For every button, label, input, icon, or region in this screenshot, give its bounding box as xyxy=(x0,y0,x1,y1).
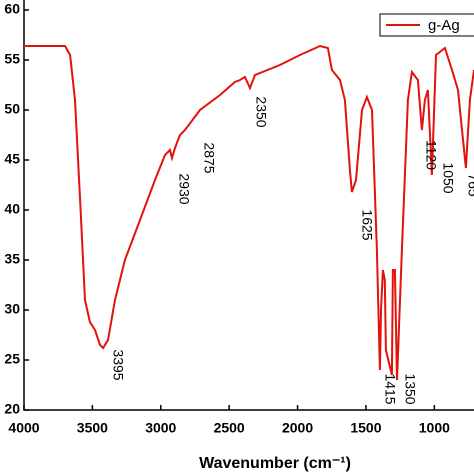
y-tick-label: 55 xyxy=(4,51,20,67)
peak-label: 765 xyxy=(465,173,474,197)
legend-label: g-Ag xyxy=(428,17,460,34)
y-tick-label: 45 xyxy=(4,151,20,167)
x-tick-label: 2000 xyxy=(282,420,313,436)
plot-frame xyxy=(23,0,474,411)
y-tick-label: 60 xyxy=(4,1,20,17)
peak-label: 1350 xyxy=(402,373,418,404)
y-tick-label: 40 xyxy=(4,201,20,217)
spectrum-line xyxy=(24,44,474,381)
peak-label: 2875 xyxy=(201,142,217,173)
y-tick-label: 25 xyxy=(4,351,20,367)
y-tick-label: 30 xyxy=(4,301,20,317)
x-tick-label: 1000 xyxy=(419,420,450,436)
x-tick-label: 1500 xyxy=(350,420,381,436)
peak-label: 1625 xyxy=(359,209,375,240)
y-tick-label: 20 xyxy=(4,401,20,417)
legend-box xyxy=(379,13,474,37)
y-tick-label: 35 xyxy=(4,251,20,267)
x-tick-label: 3000 xyxy=(145,420,176,436)
x-axis-label: Wavenumber (cm⁻¹) xyxy=(199,455,351,472)
x-tick-label: 3500 xyxy=(77,420,108,436)
x-tick-label: 4000 xyxy=(8,420,39,436)
peak-label: 3395 xyxy=(110,349,126,380)
peak-label: 1120 xyxy=(423,140,439,170)
x-tick-label: 2500 xyxy=(214,420,245,436)
peak-label: 2350 xyxy=(253,96,269,127)
peak-label: 2930 xyxy=(176,173,192,204)
peak-label: 1050 xyxy=(440,162,456,193)
peak-label: 1415 xyxy=(382,373,398,404)
y-tick-label: 50 xyxy=(4,101,20,117)
